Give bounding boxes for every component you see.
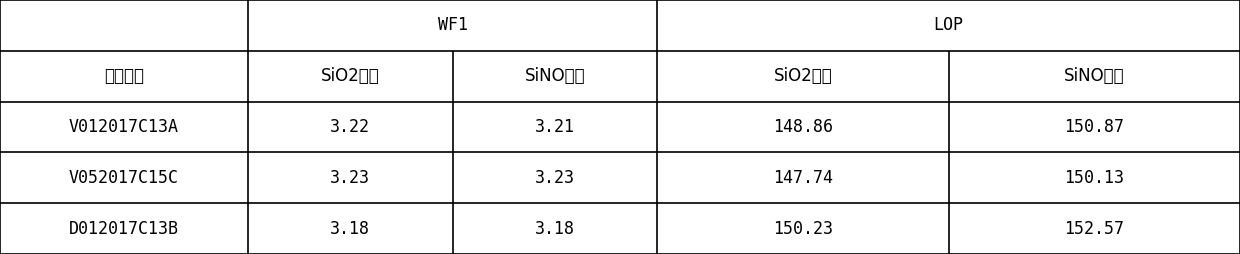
Text: 148.86: 148.86 [773,118,833,136]
Text: 3.18: 3.18 [330,220,371,237]
Text: 3.21: 3.21 [534,118,575,136]
Text: 150.23: 150.23 [773,220,833,237]
Text: 3.23: 3.23 [534,169,575,187]
Text: SiO2工艺: SiO2工艺 [774,67,832,85]
Text: 147.74: 147.74 [773,169,833,187]
Text: 3.18: 3.18 [534,220,575,237]
Text: WF1: WF1 [438,17,467,34]
Text: 150.13: 150.13 [1064,169,1125,187]
Text: V012017C13A: V012017C13A [69,118,179,136]
Text: 3.23: 3.23 [330,169,371,187]
Text: 152.57: 152.57 [1064,220,1125,237]
Text: D012017C13B: D012017C13B [69,220,179,237]
Text: SiNO工艺: SiNO工艺 [525,67,585,85]
Text: V052017C15C: V052017C15C [69,169,179,187]
Text: 外延炉次: 外延炉次 [104,67,144,85]
Text: SiO2工艺: SiO2工艺 [321,67,379,85]
Text: LOP: LOP [934,17,963,34]
Text: SiNO工艺: SiNO工艺 [1064,67,1125,85]
Text: 3.22: 3.22 [330,118,371,136]
Text: 150.87: 150.87 [1064,118,1125,136]
